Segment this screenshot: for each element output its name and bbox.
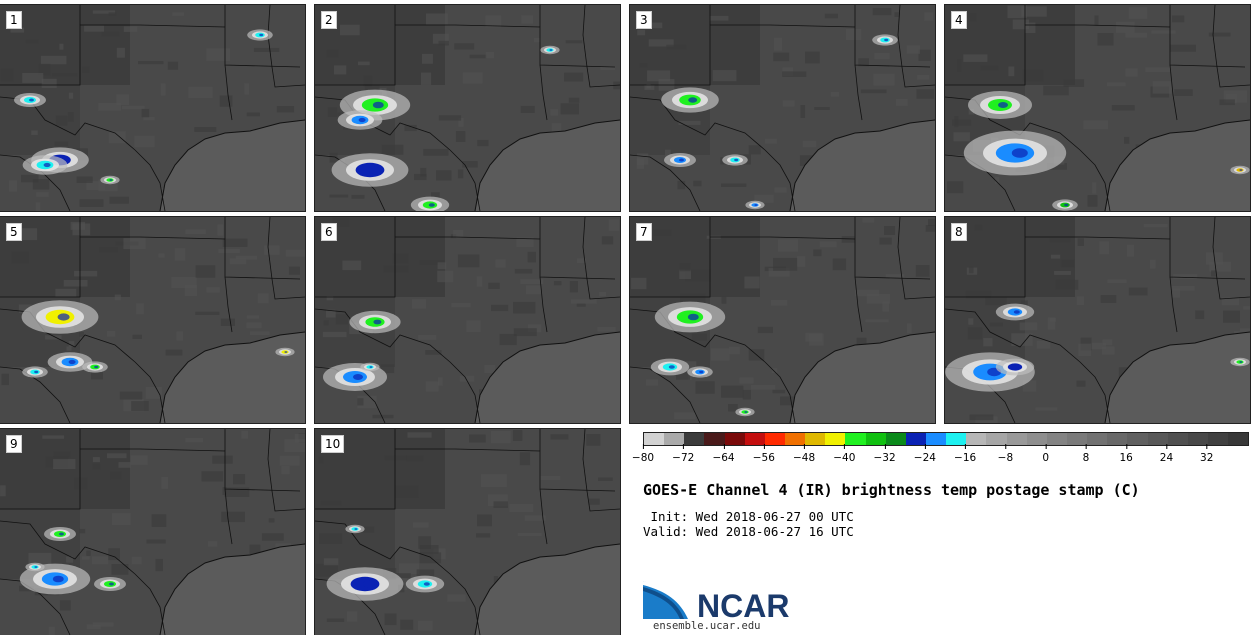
- member-panel-7: 7: [629, 216, 936, 424]
- colorbar-tick-label: −40: [833, 444, 855, 464]
- colorbar-segment: [865, 433, 886, 445]
- colorbar-segment: [724, 433, 745, 445]
- colorbar-ticks: −80 −72 −64 −56 −48 −40 −32 −24 −16 −8 0 8 16 24 32: [632, 444, 1247, 468]
- colorbar-tick-label: −8: [998, 444, 1013, 464]
- member-panel-3: 3: [629, 4, 936, 212]
- colorbar-tick-label: −32: [874, 444, 896, 464]
- map-image: [945, 217, 1250, 423]
- colorbar-segment: [1046, 433, 1067, 445]
- colorbar-tick-label: −56: [753, 444, 775, 464]
- panel-label: 1: [6, 11, 22, 29]
- colorbar-segment: [704, 433, 725, 445]
- panel-label: 3: [636, 11, 652, 29]
- panel-label: 9: [6, 435, 22, 453]
- colorbar: [643, 432, 1249, 446]
- colorbar-tick-label: 0: [1042, 444, 1049, 464]
- member-panel-8: 8: [944, 216, 1251, 424]
- panel-label: 4: [951, 11, 967, 29]
- map-image: [0, 429, 305, 635]
- colorbar-tick-label: −24: [914, 444, 936, 464]
- map-image: [0, 217, 305, 423]
- colorbar-segment: [925, 433, 947, 445]
- map-image: [630, 217, 935, 423]
- panel-label: 5: [6, 223, 22, 241]
- map-image: [0, 5, 305, 211]
- colorbar-tick-label: −48: [793, 444, 815, 464]
- ncar-wordmark: NCAR: [697, 588, 789, 621]
- colorbar-segment: [825, 433, 846, 445]
- colorbar-segment: [946, 433, 967, 445]
- ncar-logo: NCAR: [643, 581, 789, 621]
- member-panel-6: 6: [314, 216, 621, 424]
- map-image: [315, 5, 620, 211]
- colorbar-segment: [784, 433, 806, 445]
- map-image: [945, 5, 1250, 211]
- colorbar-tick-label: 24: [1160, 444, 1173, 464]
- colorbar-segment: [905, 433, 926, 445]
- colorbar-segment: [1026, 433, 1047, 445]
- colorbar-tick-label: −64: [712, 444, 735, 464]
- member-panel-1: 1: [0, 4, 306, 212]
- colorbar-segment: [1207, 433, 1229, 445]
- colorbar-segment: [1187, 433, 1208, 445]
- colorbar-segment: [966, 433, 987, 445]
- panel-label: 7: [636, 223, 652, 241]
- colorbar-segment: [1006, 433, 1027, 445]
- panel-label: 10: [321, 435, 345, 453]
- map-image: [315, 217, 620, 423]
- colorbar-segment: [845, 433, 866, 445]
- map-image: [630, 5, 935, 211]
- panel-label: 8: [951, 223, 967, 241]
- colorbar-tick-label: −80: [632, 444, 654, 464]
- plot-title: GOES-E Channel 4 (IR) brightness temp po…: [643, 481, 1140, 499]
- map-image: [315, 429, 620, 635]
- colorbar-segment: [805, 433, 826, 445]
- colorbar-segment: [1167, 433, 1188, 445]
- colorbar-tick-label: −16: [954, 444, 976, 464]
- colorbar-segment: [986, 433, 1007, 445]
- panel-label: 6: [321, 223, 337, 241]
- colorbar-segment: [1107, 433, 1128, 445]
- colorbar-segment: [1066, 433, 1088, 445]
- colorbar-tick-label: 32: [1200, 444, 1213, 464]
- colorbar-segment: [744, 433, 765, 445]
- ensemble-url: ensemble.ucar.edu: [653, 620, 761, 632]
- colorbar-tick-label: −72: [672, 444, 694, 464]
- valid-time: Valid: Wed 2018-06-27 16 UTC: [643, 524, 854, 539]
- init-time: Init: Wed 2018-06-27 00 UTC: [643, 509, 854, 524]
- colorbar-segment: [1147, 433, 1168, 445]
- colorbar-segment: [1087, 433, 1108, 445]
- colorbar-segment: [684, 433, 705, 445]
- panel-label: 2: [321, 11, 337, 29]
- member-panel-9: 9: [0, 428, 306, 635]
- colorbar-segment: [764, 433, 785, 445]
- colorbar-tick-label: 8: [1083, 444, 1089, 464]
- colorbar-segment: [1228, 433, 1249, 445]
- colorbar-segment: [664, 433, 685, 445]
- colorbar-tick-label: 16: [1120, 444, 1133, 464]
- colorbar-segment: [1127, 433, 1148, 445]
- member-panel-5: 5: [0, 216, 306, 424]
- colorbar-segment: [885, 433, 906, 445]
- colorbar-segment: [644, 433, 665, 445]
- member-panel-10: 10: [314, 428, 621, 635]
- member-panel-2: 2: [314, 4, 621, 212]
- member-panel-4: 4: [944, 4, 1251, 212]
